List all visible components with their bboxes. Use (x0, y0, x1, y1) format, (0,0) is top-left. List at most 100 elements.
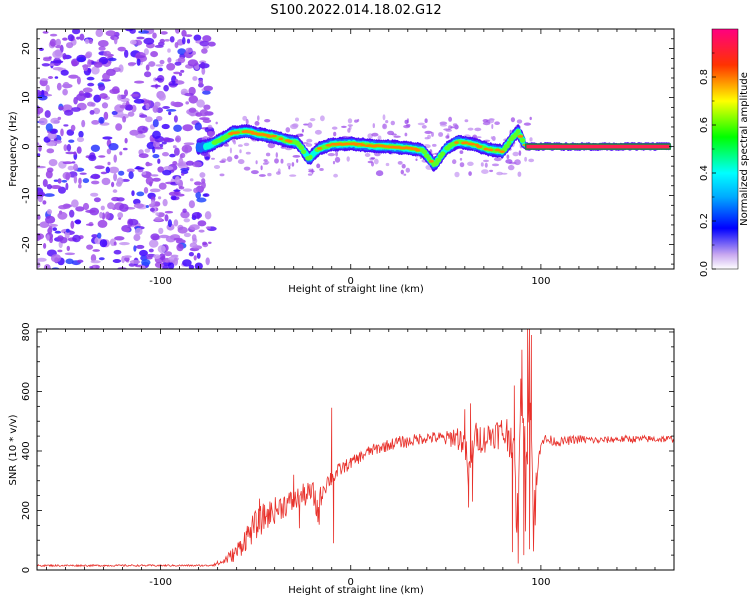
heatmap-noise-cell (130, 93, 139, 97)
heatmap-noise-cell (202, 119, 212, 123)
heatmap-noise-cell (42, 57, 52, 62)
heatmap-halo-cell (239, 149, 242, 154)
heatmap-halo-cell (523, 122, 532, 126)
heatmap-noise-cell (197, 220, 207, 227)
spectrogram-frame (36, 28, 675, 270)
heatmap-noise-cell (201, 67, 206, 75)
y-tick-label: 0 (21, 567, 32, 573)
heatmap-noise-cell (65, 258, 74, 265)
heatmap-noise-cell (159, 143, 164, 148)
heatmap-noise-cell (99, 239, 108, 248)
heatmap-noise-cell (178, 72, 183, 77)
heatmap-noise-cell (49, 236, 53, 244)
heatmap-noise-cell (73, 163, 79, 172)
heatmap-noise-cell (63, 144, 68, 152)
snr-series-line (37, 329, 674, 568)
heatmap-halo-cell (417, 122, 425, 126)
y-tick-label: 0 (21, 143, 32, 149)
heatmap-halo-cell (385, 162, 390, 167)
heatmap-ridge-cell (270, 134, 277, 138)
heatmap-noise-cell (167, 48, 171, 53)
heatmap-noise-cell (87, 82, 95, 87)
heatmap-noise-cell (46, 234, 50, 241)
heatmap-noise-cell (124, 89, 128, 97)
heatmap-halo-cell (372, 123, 375, 129)
heatmap-halo-cell (390, 120, 395, 126)
heatmap-noise-cell (50, 254, 62, 263)
heatmap-noise-cell (136, 36, 145, 40)
heatmap-noise-cell (78, 177, 82, 185)
heatmap-noise-cell (65, 172, 70, 181)
colorbar-gradient (711, 28, 739, 270)
heatmap-noise-cell (50, 185, 62, 189)
y-tick-label: 400 (21, 441, 32, 460)
heatmap-noise-cell (66, 245, 71, 252)
heatmap-noise-cell (89, 266, 94, 269)
heatmap-noise-cell (170, 101, 176, 106)
heatmap-noise-cell (98, 257, 105, 261)
heatmap-ridge-cell (266, 135, 273, 138)
heatmap-noise-cell (152, 141, 161, 148)
y-tick-label: 10 (21, 91, 32, 104)
heatmap-halo-cell (347, 118, 353, 124)
heatmap-noise-cell (203, 85, 213, 92)
heatmap-noise-cell (41, 63, 50, 67)
heatmap-noise-cell (159, 38, 165, 44)
heatmap-noise-cell (195, 191, 201, 199)
heatmap-noise-cell (168, 111, 172, 116)
heatmap-noise-cell (205, 156, 210, 160)
heatmap-noise-cell (193, 255, 197, 261)
heatmap-noise-cell (172, 161, 178, 166)
heatmap-noise-cell (150, 174, 159, 177)
heatmap-noise-cell (158, 227, 164, 235)
heatmap-noise-cell (133, 98, 145, 104)
heatmap-halo-cell (393, 135, 401, 138)
heatmap-halo-cell (480, 162, 484, 167)
heatmap-halo-cell (489, 169, 494, 173)
heatmap-noise-cell (143, 48, 149, 56)
heatmap-noise-cell (166, 109, 177, 112)
heatmap-halo-cell (215, 121, 218, 125)
heatmap-noise-cell (173, 237, 183, 241)
heatmap-noise-cell (76, 57, 86, 62)
heatmap-noise-cell (166, 63, 176, 71)
heatmap-halo-cell (439, 122, 444, 126)
heatmap-noise-cell (157, 245, 166, 254)
heatmap-halo-cell (316, 163, 321, 169)
heatmap-ridge-cell (519, 138, 526, 143)
heatmap-noise-cell (98, 116, 105, 124)
heatmap-halo-cell (309, 118, 316, 122)
heatmap-noise-cell (133, 203, 144, 209)
heatmap-noise-cell (155, 64, 164, 67)
heatmap-noise-cell (65, 228, 70, 233)
heatmap-halo-cell (459, 162, 465, 168)
heatmap-noise-cell (187, 59, 199, 67)
heatmap-noise-cell (180, 210, 190, 219)
heatmap-noise-cell (48, 226, 53, 230)
heatmap-halo-cell (403, 173, 407, 176)
heatmap-noise-cell (75, 206, 85, 212)
heatmap-noise-cell (182, 188, 193, 192)
heatmap-noise-cell (176, 243, 184, 252)
heatmap-noise-cell (114, 236, 125, 241)
heatmap-noise-cell (185, 101, 189, 105)
heatmap-noise-cell (155, 212, 160, 216)
heatmap-noise-cell (38, 117, 48, 126)
heatmap-noise-cell (174, 147, 180, 156)
heatmap-noise-cell (208, 241, 212, 244)
snr-panel: -100 0 100 0 200 400 600 800 Height of straight… (8, 322, 675, 596)
heatmap-halo-cell (243, 142, 250, 147)
heatmap-noise-cell (163, 84, 169, 92)
heatmap-noise-cell (119, 242, 130, 246)
heatmap-noise-cell (47, 227, 53, 234)
heatmap-halo-cell (373, 158, 379, 165)
heatmap-halo-cell (371, 132, 379, 137)
heatmap-noise-cell (141, 259, 151, 266)
heatmap-noise-cell (113, 173, 118, 182)
heatmap-halo-cell (375, 170, 384, 177)
heatmap-halo-cell (506, 154, 510, 160)
heatmap-noise-cell (118, 170, 125, 176)
heatmap-noise-cell (107, 202, 115, 210)
x-tick-label: -100 (149, 577, 172, 588)
